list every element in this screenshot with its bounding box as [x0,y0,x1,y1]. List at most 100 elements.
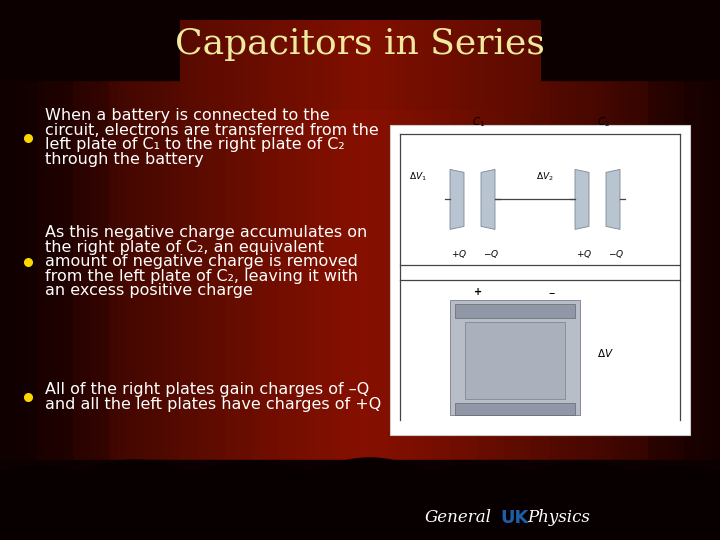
Bar [315,60,325,480]
Text: All of the right plates gain charges of –Q: All of the right plates gain charges of … [45,382,369,397]
Bar [396,60,406,480]
Text: +$Q$: +$Q$ [576,247,592,260]
Bar [495,60,505,480]
Bar [423,20,433,110]
Text: the right plate of C₂, an equivalent: the right plate of C₂, an equivalent [45,240,324,255]
Bar [135,60,145,480]
Bar [243,20,253,110]
Bar [666,60,676,480]
Bar [144,60,154,480]
Bar [207,60,217,480]
Bar [360,20,370,110]
Bar [567,60,577,480]
Bar [117,60,127,480]
Bar [0,0,720,80]
Bar [495,20,505,110]
Bar [0,460,720,540]
Bar [216,60,226,480]
Bar [702,60,712,480]
Bar [297,60,307,480]
Text: $-Q$: $-Q$ [483,247,499,260]
Bar [468,60,478,480]
Bar [549,60,559,480]
Bar [639,60,649,480]
Bar [414,60,424,480]
Text: $\Delta V$: $\Delta V$ [597,347,613,359]
Bar [9,60,19,480]
Bar [270,20,280,110]
Bar [684,60,720,480]
Text: and all the left plates have charges of +Q: and all the left plates have charges of … [45,397,382,411]
Bar [378,60,388,480]
Bar [306,20,316,110]
Bar [630,60,640,480]
Bar [387,20,397,110]
Bar [396,20,406,110]
Text: When a battery is connected to the: When a battery is connected to the [45,109,330,124]
Text: $\Delta V_2$: $\Delta V_2$ [536,171,554,183]
Bar [126,60,136,480]
Bar [297,20,307,110]
Bar [387,60,397,480]
Text: through the battery: through the battery [45,152,204,167]
Bar [648,60,658,480]
Bar [455,304,575,318]
Polygon shape [481,170,495,230]
Bar [675,60,685,480]
Bar [342,60,352,480]
Bar [351,20,361,110]
Polygon shape [575,170,589,230]
Bar [477,60,487,480]
Bar [153,60,163,480]
Bar [648,60,685,480]
Bar [45,60,55,480]
Bar [324,20,334,110]
Bar [216,20,226,110]
Polygon shape [606,170,620,230]
Text: circuit, electrons are transferred from the: circuit, electrons are transferred from … [45,123,379,138]
Text: +: + [474,287,482,297]
Bar [279,60,289,480]
Bar [441,20,451,110]
Bar [405,20,415,110]
Bar [468,20,478,110]
Text: left plate of C₁ to the right plate of C₂: left plate of C₁ to the right plate of C… [45,138,345,152]
Bar [63,60,73,480]
Bar [585,60,595,480]
Bar [234,20,244,110]
Polygon shape [450,170,464,230]
Bar [450,300,580,415]
Bar [504,20,514,110]
Bar [27,60,37,480]
Bar [306,60,316,480]
Bar [288,20,298,110]
Bar [180,20,190,110]
Bar [333,20,343,110]
Bar [225,20,235,110]
Bar [459,20,469,110]
Bar [81,60,91,480]
Text: $C_1$: $C_1$ [472,116,485,129]
Text: Physics: Physics [527,510,590,526]
Bar [684,60,694,480]
Bar [288,60,298,480]
Bar [531,20,541,110]
Bar [54,60,64,480]
Bar [351,60,361,480]
Text: Capacitors in Series: Capacitors in Series [175,27,545,61]
Bar [360,60,370,480]
Bar [558,60,568,480]
Bar [261,20,271,110]
Bar [189,60,199,480]
Bar [72,60,82,480]
Bar [0,60,10,480]
Bar [621,60,631,480]
Bar [450,60,460,480]
Bar [441,60,451,480]
Bar [36,60,46,480]
Bar [390,125,690,435]
Bar [477,20,487,110]
Bar [180,60,190,480]
Bar [513,20,523,110]
Bar [0,60,37,480]
